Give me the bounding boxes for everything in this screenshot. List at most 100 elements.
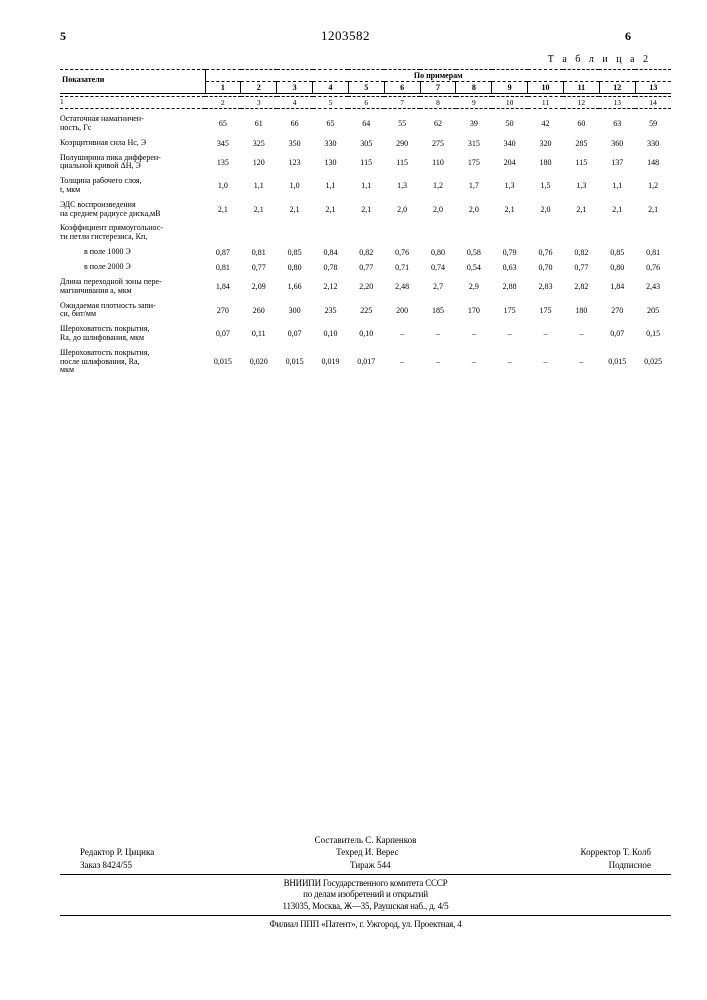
data-cell: [599, 221, 635, 245]
data-cell: 65: [313, 112, 349, 136]
data-cell: –: [528, 346, 564, 378]
table-row: Остаточная намагничен-ность, Гс656166656…: [60, 112, 671, 136]
data-cell: 0,84: [313, 245, 349, 260]
data-cell: 42: [528, 112, 564, 136]
data-cell: 64: [348, 112, 384, 136]
data-cell: [205, 221, 241, 245]
footer-addr: 113035, Москва, Ж—35, Раушская наб., д. …: [60, 901, 671, 912]
row-label: Коэффициент прямоугольнос-ти петли гисте…: [60, 221, 205, 245]
data-cell: 1,1: [599, 174, 635, 198]
table-label: Т а б л и ц а 2: [60, 54, 651, 65]
data-cell: 2,0: [528, 198, 564, 222]
data-cell: 0,07: [205, 322, 241, 346]
data-cell: 110: [420, 151, 456, 175]
data-cell: 130: [313, 151, 349, 175]
data-cell: 205: [635, 299, 671, 323]
data-cell: 2,0: [456, 198, 492, 222]
data-cell: –: [384, 346, 420, 378]
table-row: ЭДС воспроизведенияна среднем радиусе ди…: [60, 198, 671, 222]
data-cell: 1,3: [384, 174, 420, 198]
table-row: Ожидаемая плотность запи-си, бит/мм27026…: [60, 299, 671, 323]
data-cell: 1,5: [528, 174, 564, 198]
data-cell: 135: [205, 151, 241, 175]
index-cell: 6: [348, 97, 384, 109]
data-cell: 2,1: [599, 198, 635, 222]
data-cell: 2,09: [241, 275, 277, 299]
data-cell: 115: [563, 151, 599, 175]
data-cell: 360: [599, 136, 635, 151]
data-cell: 180: [528, 151, 564, 175]
data-cell: 0,76: [528, 245, 564, 260]
data-cell: 0,80: [277, 260, 313, 275]
col-header: 1: [205, 82, 241, 94]
data-cell: 0,82: [563, 245, 599, 260]
data-cell: 0,017: [348, 346, 384, 378]
data-cell: –: [492, 322, 528, 346]
table-row: Коэффициент прямоугольнос-ти петли гисте…: [60, 221, 671, 245]
data-cell: 0,58: [456, 245, 492, 260]
data-cell: 0,11: [241, 322, 277, 346]
data-cell: –: [563, 322, 599, 346]
footer-branch: Филиал ППП «Патент», г. Ужгород, ул. Про…: [60, 919, 671, 930]
data-cell: 115: [384, 151, 420, 175]
footer-org1: ВНИИПИ Государственного комитета СССР: [60, 878, 671, 889]
data-cell: 59: [635, 112, 671, 136]
data-cell: 225: [348, 299, 384, 323]
data-cell: [348, 221, 384, 245]
data-cell: 0,77: [348, 260, 384, 275]
data-cell: 0,63: [492, 260, 528, 275]
data-cell: 1,84: [599, 275, 635, 299]
col-header: 12: [599, 82, 635, 94]
index-cell: 7: [384, 97, 420, 109]
data-cell: 0,79: [492, 245, 528, 260]
data-cell: 1,84: [205, 275, 241, 299]
data-cell: 2,9: [456, 275, 492, 299]
footer-techred: Техред И. Верес: [336, 847, 398, 858]
col-header: 6: [384, 82, 420, 94]
data-cell: 330: [313, 136, 349, 151]
data-cell: 0,76: [635, 260, 671, 275]
data-cell: 270: [205, 299, 241, 323]
data-cell: 2,1: [313, 198, 349, 222]
data-cell: 0,76: [384, 245, 420, 260]
data-cell: 0,77: [241, 260, 277, 275]
data-cell: 1,2: [635, 174, 671, 198]
data-cell: 330: [635, 136, 671, 151]
data-cell: [420, 221, 456, 245]
data-cell: 60: [563, 112, 599, 136]
data-cell: 2,82: [563, 275, 599, 299]
data-cell: 2,20: [348, 275, 384, 299]
index-cell: 4: [277, 97, 313, 109]
data-cell: 175: [528, 299, 564, 323]
data-cell: 0,85: [277, 245, 313, 260]
data-cell: 0,78: [313, 260, 349, 275]
footer-subscr: Подписное: [609, 860, 651, 871]
data-cell: 2,0: [420, 198, 456, 222]
data-cell: 0,025: [635, 346, 671, 378]
data-cell: 1,3: [563, 174, 599, 198]
data-cell: 0,81: [241, 245, 277, 260]
data-cell: 115: [348, 151, 384, 175]
col-header: 10: [528, 82, 564, 94]
data-cell: 1,0: [277, 174, 313, 198]
data-cell: 0,70: [528, 260, 564, 275]
data-cell: [277, 221, 313, 245]
data-cell: [384, 221, 420, 245]
data-cell: 285: [563, 136, 599, 151]
index-cell: 14: [635, 97, 671, 109]
data-cell: 0,015: [277, 346, 313, 378]
data-cell: 2,1: [492, 198, 528, 222]
row-label: Толщина рабочего слоя,t, мкм: [60, 174, 205, 198]
row-label: Полуширина пика дифферен-циальной кривой…: [60, 151, 205, 175]
footer-order: Заказ 8424/55: [80, 860, 132, 871]
col-header: 9: [492, 82, 528, 94]
data-cell: 61: [241, 112, 277, 136]
data-cell: 50: [492, 112, 528, 136]
col-num-left: 5: [60, 29, 66, 44]
data-cell: 200: [384, 299, 420, 323]
data-cell: 1,1: [241, 174, 277, 198]
data-cell: 0,10: [313, 322, 349, 346]
data-cell: 0,015: [599, 346, 635, 378]
index-row: 1234567891011121314: [60, 97, 671, 109]
data-cell: 2,7: [420, 275, 456, 299]
